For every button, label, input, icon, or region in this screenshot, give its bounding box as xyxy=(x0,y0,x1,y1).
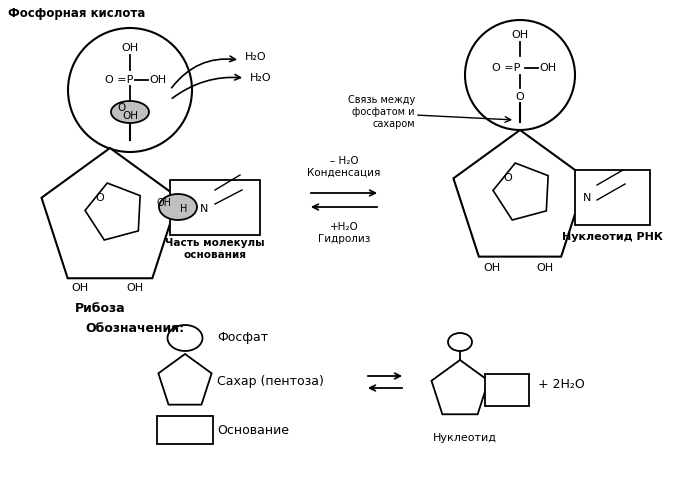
Polygon shape xyxy=(85,183,140,240)
Text: Обозначения:: Обозначения: xyxy=(85,322,184,335)
Text: O =P: O =P xyxy=(105,75,133,85)
Text: O: O xyxy=(516,92,525,102)
Text: N: N xyxy=(583,193,591,203)
Text: OH: OH xyxy=(484,263,500,273)
Text: Нуклеотид: Нуклеотид xyxy=(433,433,497,443)
Text: OH: OH xyxy=(121,43,139,53)
Text: Рибоза: Рибоза xyxy=(75,302,125,315)
Polygon shape xyxy=(453,130,586,257)
Circle shape xyxy=(465,20,575,130)
Polygon shape xyxy=(432,360,489,414)
Text: Фосфорная кислота: Фосфорная кислота xyxy=(8,7,146,20)
Ellipse shape xyxy=(168,325,202,351)
Text: Фосфат: Фосфат xyxy=(217,332,268,344)
Bar xyxy=(575,170,650,225)
Text: OH: OH xyxy=(126,283,143,293)
Text: OH: OH xyxy=(157,198,171,208)
Text: Нуклеотид РНК: Нуклеотид РНК xyxy=(562,232,663,242)
Text: OH: OH xyxy=(149,75,166,85)
Circle shape xyxy=(68,28,192,152)
Text: H: H xyxy=(180,204,188,214)
Text: O: O xyxy=(117,103,125,113)
Text: Сахар (пентоза): Сахар (пентоза) xyxy=(217,375,324,389)
Text: N: N xyxy=(200,204,209,214)
Polygon shape xyxy=(159,354,211,405)
Text: O: O xyxy=(96,193,105,203)
Polygon shape xyxy=(42,148,179,278)
Bar xyxy=(157,416,213,444)
Text: O: O xyxy=(504,173,512,183)
Text: +H₂O
Гидролиз: +H₂O Гидролиз xyxy=(318,222,370,244)
Text: OH: OH xyxy=(122,111,138,121)
Text: OH: OH xyxy=(536,263,554,273)
Text: OH: OH xyxy=(539,63,556,73)
Text: – H₂O
Конденсация: – H₂O Конденсация xyxy=(307,156,380,178)
Text: + 2H₂O: + 2H₂O xyxy=(538,378,585,392)
Ellipse shape xyxy=(111,101,149,123)
Polygon shape xyxy=(493,163,548,220)
Text: Связь между
фосфатом и
сахаром: Связь между фосфатом и сахаром xyxy=(348,96,415,128)
Bar xyxy=(170,180,260,235)
Text: Часть молекулы
основания: Часть молекулы основания xyxy=(165,238,265,260)
Ellipse shape xyxy=(159,194,197,220)
Text: OH: OH xyxy=(511,30,529,40)
Text: OH: OH xyxy=(71,283,89,293)
Text: H₂O: H₂O xyxy=(245,52,267,62)
Text: H₂O: H₂O xyxy=(250,73,272,83)
Bar xyxy=(485,374,529,406)
Ellipse shape xyxy=(448,333,472,351)
Text: O =P: O =P xyxy=(492,63,520,73)
Text: Основание: Основание xyxy=(217,423,289,437)
